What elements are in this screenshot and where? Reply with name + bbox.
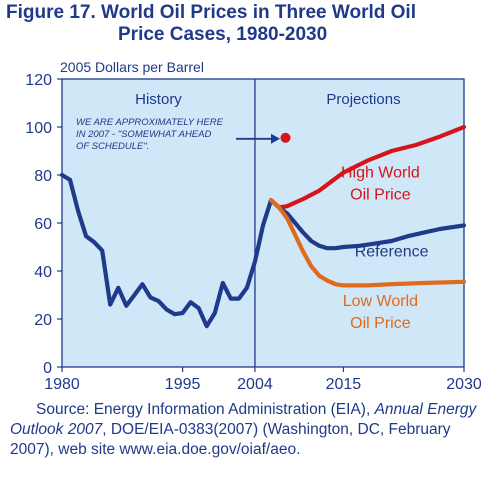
y-tick-label: 20 xyxy=(34,312,52,329)
series-label-line: High World xyxy=(341,164,420,181)
series-line-low-world-oil-price xyxy=(268,198,467,288)
line-chart: History Projections 2005 Dollars per Barr… xyxy=(25,59,482,393)
chart-title: Figure 17. World Oil Prices in Three Wor… xyxy=(6,2,494,46)
source-report-title: Annual Energy Outlook 2007 xyxy=(10,401,477,438)
y-tick-label: 60 xyxy=(34,216,52,233)
source-prefix: Source: Energy Information Administratio… xyxy=(36,401,375,418)
annotation-text-line: WE ARE APPROXIMATELY HERE xyxy=(76,117,224,128)
y-tick-label: 100 xyxy=(25,120,52,137)
annotation-arrow-head xyxy=(271,133,280,144)
x-tick-label: 2015 xyxy=(326,376,362,393)
y-tick-label: 80 xyxy=(34,168,52,185)
region-label-projections: Projections xyxy=(326,91,400,108)
annotation-text-line: OF SCHEDULE". xyxy=(76,141,149,152)
series-line-history xyxy=(59,172,274,329)
series-line-reference xyxy=(268,198,467,251)
x-tick-label: 2004 xyxy=(237,376,273,393)
annotation-text-line: IN 2007 - "SOMEWHAT AHEAD xyxy=(76,129,211,140)
series-label-high-world-oil-price: High World Oil Price xyxy=(341,164,420,203)
chart-title-line2: Price Cases, 1980-2030 xyxy=(118,24,328,45)
y-tick-label: 0 xyxy=(43,360,52,377)
y-axis-label: 2005 Dollars per Barrel xyxy=(60,59,204,75)
series-label-line: Low World xyxy=(343,293,418,310)
x-tick-label: 2030 xyxy=(446,376,482,393)
source-note: Source: Energy Information Administratio… xyxy=(10,400,494,460)
series-label-line: Oil Price xyxy=(350,315,411,332)
y-tick-label: 120 xyxy=(25,72,52,89)
series-label-line: Oil Price xyxy=(350,186,411,203)
series-label-line: Reference xyxy=(355,244,429,261)
x-tick-label: 1995 xyxy=(165,376,201,393)
series-line-high-world-oil-price xyxy=(268,124,467,210)
series-label-low-world-oil-price: Low World Oil Price xyxy=(343,293,418,332)
x-tick-label: 1980 xyxy=(44,376,80,393)
y-tick-label: 40 xyxy=(34,264,52,281)
series-label-reference: Reference xyxy=(355,244,429,261)
chart-title-line1: Figure 17. World Oil Prices in Three Wor… xyxy=(6,2,416,23)
source-suffix: , DOE/EIA-0383(2007) (Washington, DC, Fe… xyxy=(10,421,451,458)
annotation-marker-2007 xyxy=(280,132,291,143)
region-label-history: History xyxy=(135,91,182,108)
